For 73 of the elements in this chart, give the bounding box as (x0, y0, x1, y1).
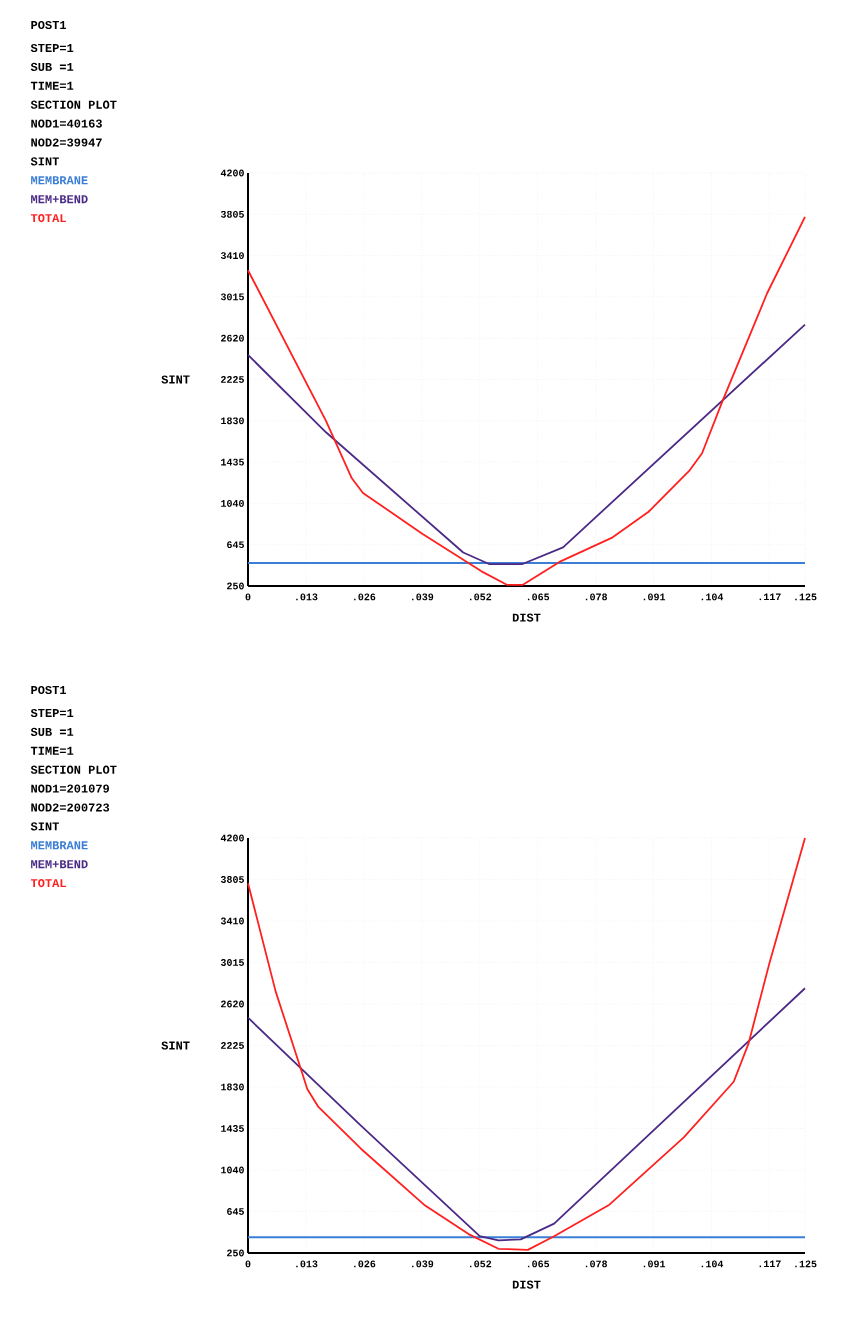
text: SECTION PLOT (30, 765, 117, 774)
x-tick-label: .125 (795, 593, 817, 601)
text: SECTION PLOT (30, 100, 117, 109)
text: NOD2=39947 (31, 138, 102, 147)
x-tick-label: .104 (701, 593, 724, 601)
x-tick-label: .039 (412, 593, 434, 601)
text: TOTAL (30, 214, 66, 223)
y-tick-label: 3015 (220, 293, 244, 301)
x-tick-label: .013 (296, 1260, 318, 1268)
y-tick-label: 645 (227, 541, 244, 549)
text: MEM+BEND (31, 860, 88, 869)
x-axis-title: DIST (512, 613, 541, 622)
y-tick-label: 1435 (221, 458, 244, 466)
text: SUB =1 (30, 62, 74, 71)
text: NOD2=200723 (31, 803, 110, 812)
y-tick-label: 2225 (221, 376, 244, 383)
x-tick-label: .026 (354, 593, 376, 601)
y-tick-label: 1435 (221, 1125, 244, 1132)
x-tick-label: 0 (245, 593, 251, 601)
x-tick-label: .117 (759, 593, 781, 601)
line-series (247, 837, 806, 1251)
y-tick-label: 1830 (221, 1083, 244, 1091)
y-tick-label: 3410 (220, 917, 244, 925)
x-tick-label: .052 (470, 1260, 492, 1268)
text: TIME=1 (30, 746, 74, 755)
x-axis-title: DIST (512, 1280, 541, 1289)
y-tick-label: 1040 (221, 1166, 244, 1174)
text: SUB =1 (30, 727, 74, 736)
text: TIME=1 (30, 81, 74, 90)
text: SINT (30, 157, 59, 166)
x-tick-label: .065 (527, 1260, 550, 1268)
text: SINT (30, 822, 59, 831)
y-tick-label: 4200 (220, 834, 244, 842)
y-tick-label: 3015 (220, 959, 244, 966)
y-tick-label: 2620 (221, 334, 244, 342)
y-axis-title: SINT (161, 1041, 190, 1050)
y-axis-title: SINT (161, 375, 190, 384)
x-tick-label: 0 (245, 1260, 251, 1268)
y-tick-label: 2225 (221, 1042, 244, 1049)
x-tick-label: .104 (701, 1260, 724, 1268)
x-tick-label: .013 (296, 593, 318, 601)
text: NOD1=40163 (31, 119, 102, 128)
line-series (247, 987, 806, 1242)
x-tick-label: .065 (527, 593, 550, 601)
x-tick-label: .091 (643, 593, 666, 601)
x-tick-label: .026 (354, 1260, 376, 1268)
x-tick-label: .078 (585, 1260, 608, 1268)
y-tick-label: 2620 (221, 1000, 244, 1008)
text: MEMBRANE (31, 841, 88, 850)
x-tick-label: .125 (795, 1260, 817, 1268)
x-tick-label: .078 (585, 593, 608, 601)
text: STEP=1 (30, 708, 74, 718)
y-tick-label: 3410 (220, 252, 244, 259)
x-tick-label: .091 (643, 1260, 666, 1268)
y-tick-label: 3805 (220, 210, 244, 218)
y-tick-label: 1830 (221, 417, 244, 425)
text: POST1 (31, 20, 67, 30)
y-tick-label: 3805 (220, 876, 244, 883)
y-tick-label: 250 (227, 582, 244, 590)
text: NOD1=201079 (31, 784, 110, 793)
text: TOTAL (30, 879, 66, 888)
y-tick-label: 250 (227, 1249, 244, 1257)
x-tick-label: .039 (412, 1260, 434, 1268)
x-tick-label: .117 (759, 1260, 781, 1268)
text: MEMBRANE (31, 176, 88, 185)
y-tick-label: 1040 (221, 499, 244, 507)
x-tick-label: .052 (470, 593, 492, 601)
text: POST1 (31, 685, 67, 695)
y-tick-label: 645 (227, 1208, 244, 1215)
line-series (247, 323, 806, 565)
text: STEP=1 (30, 43, 74, 53)
y-tick-label: 4200 (220, 169, 244, 177)
text: MEM+BEND (31, 195, 88, 204)
